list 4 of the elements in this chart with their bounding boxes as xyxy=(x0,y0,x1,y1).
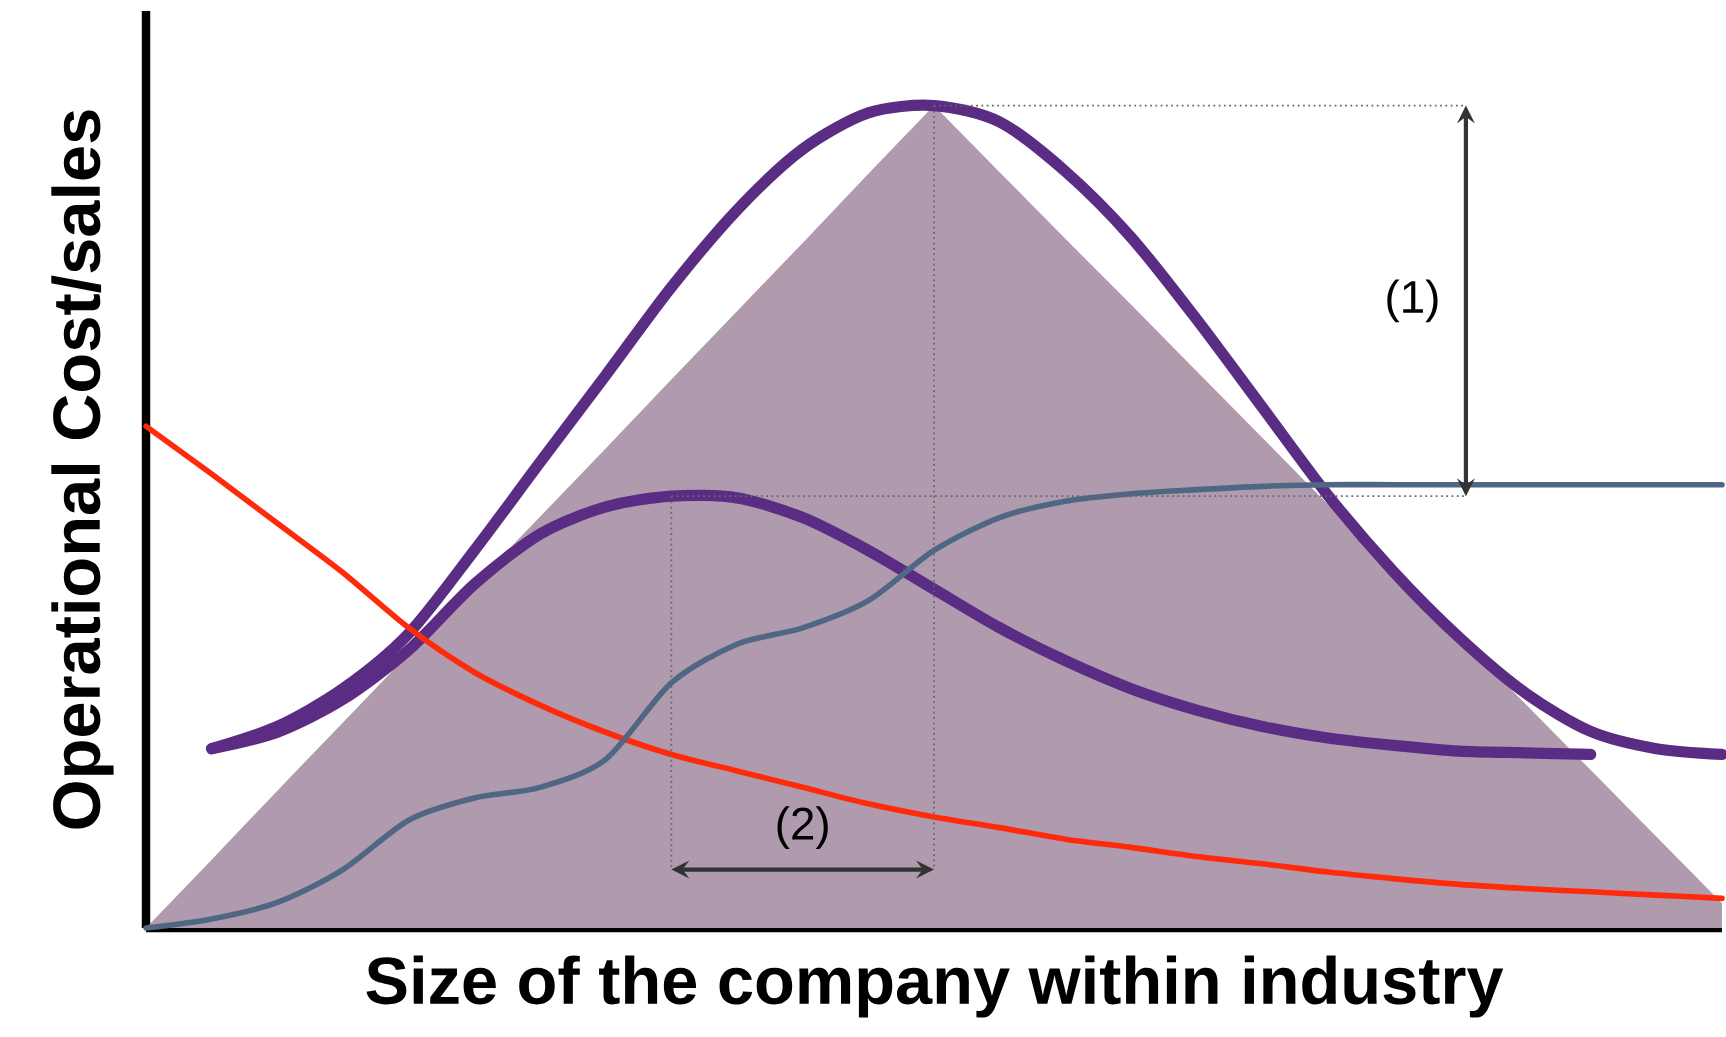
y-axis-title: Operational Cost/sales xyxy=(51,110,114,829)
annotation: (1) xyxy=(1387,279,1438,323)
annotation: (2) xyxy=(777,806,828,849)
x-axis-title: Size of the company within industry xyxy=(366,955,1504,1018)
